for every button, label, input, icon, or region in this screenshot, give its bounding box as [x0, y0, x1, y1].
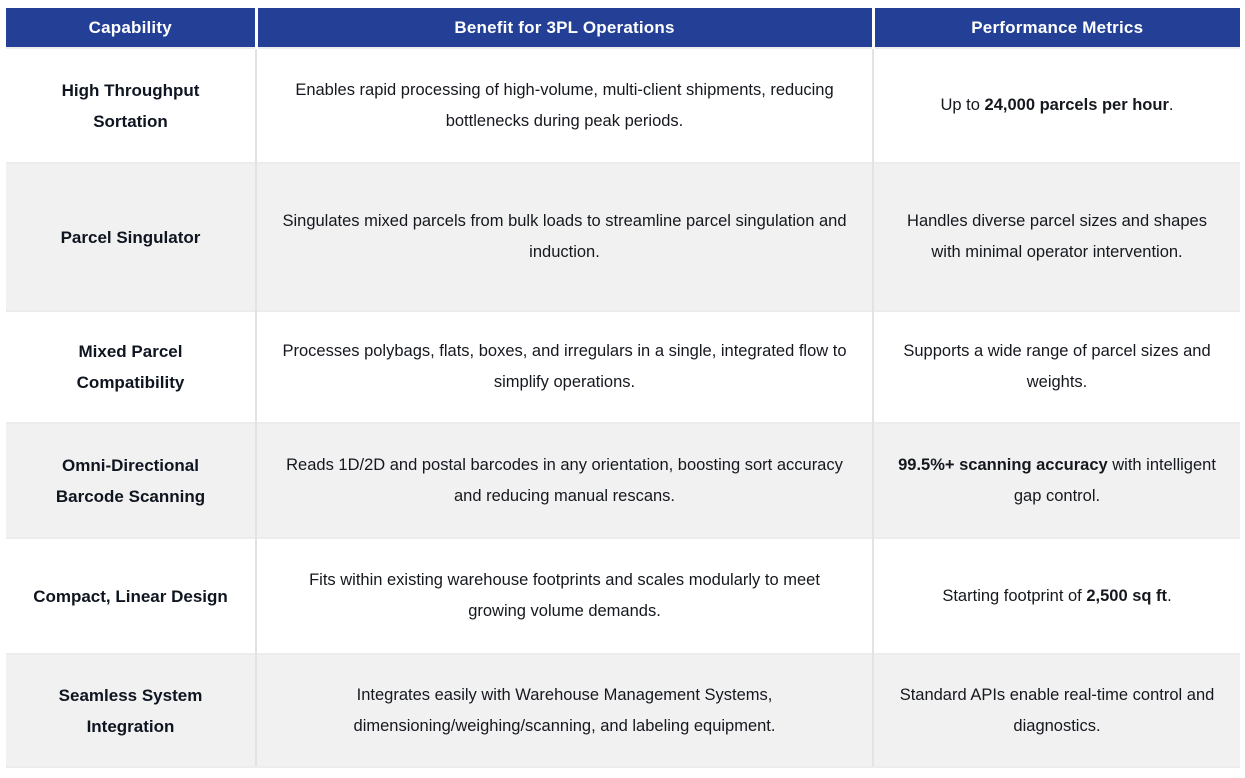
metric-text: with intelligent gap control.	[1013, 455, 1216, 505]
capability-cell: Omni-Directional Barcode Scanning	[6, 422, 256, 538]
capability-cell: High Throughput Sortation	[6, 47, 256, 163]
metric-text: Handles diverse parcel sizes and shapes …	[907, 212, 1207, 261]
metric-highlight: 24,000 parcels per hour	[984, 96, 1169, 114]
table-header: Capability Benefit for 3PL Operations Pe…	[6, 8, 1240, 48]
table-row: Omni-Directional Barcode Scanning Reads …	[6, 422, 1240, 538]
benefit-cell: Singulates mixed parcels from bulk loads…	[255, 162, 873, 311]
metric-text: Up to	[940, 96, 985, 114]
metric-text: Supports a wide range of parcel sizes an…	[903, 342, 1211, 391]
benefit-cell: Integrates easily with Warehouse Managem…	[255, 653, 873, 768]
metric-text: .	[1167, 586, 1172, 605]
table-row: Mixed Parcel Compatibility Processes pol…	[6, 310, 1240, 423]
table-row: Seamless System Integration Integrates e…	[6, 653, 1240, 768]
header-performance-metrics: Performance Metrics	[871, 8, 1240, 48]
benefit-cell: Enables rapid processing of high-volume,…	[255, 47, 873, 163]
metric-text: .	[1168, 96, 1174, 114]
table-row: Parcel Singulator Singulates mixed parce…	[6, 162, 1240, 311]
metric-cell: Handles diverse parcel sizes and shapes …	[872, 162, 1240, 311]
capability-cell: Mixed Parcel Compatibility	[6, 310, 256, 423]
benefit-cell: Fits within existing warehouse footprint…	[255, 537, 873, 654]
table-body: High Throughput Sortation Enables rapid …	[6, 47, 1240, 768]
metric-cell: Starting footprint of 2,500 sq ft.	[872, 537, 1240, 654]
metric-cell: 99.5%+ scanning accuracy with intelligen…	[872, 422, 1240, 538]
metric-cell: Standard APIs enable real-time control a…	[872, 653, 1240, 768]
table-row: High Throughput Sortation Enables rapid …	[6, 47, 1240, 163]
capability-cell: Parcel Singulator	[6, 162, 256, 311]
capability-comparison-table: Capability Benefit for 3PL Operations Pe…	[6, 8, 1240, 768]
metric-cell: Supports a wide range of parcel sizes an…	[872, 310, 1240, 423]
header-capability: Capability	[6, 8, 256, 48]
table-row: Compact, Linear Design Fits within exist…	[6, 537, 1240, 654]
metric-highlight: 99.5%+ scanning accuracy	[898, 455, 1108, 474]
capability-cell: Compact, Linear Design	[6, 537, 256, 654]
benefit-cell: Processes polybags, flats, boxes, and ir…	[255, 310, 873, 423]
metric-cell: Up to 24,000 parcels per hour.	[872, 47, 1240, 163]
metric-text: Starting footprint of	[942, 586, 1087, 605]
header-benefit: Benefit for 3PL Operations	[254, 8, 873, 48]
header-row: Capability Benefit for 3PL Operations Pe…	[6, 8, 1240, 48]
metric-highlight: 2,500 sq ft	[1086, 586, 1168, 605]
benefit-cell: Reads 1D/2D and postal barcodes in any o…	[255, 422, 873, 538]
metric-text: Standard APIs enable real-time control a…	[899, 685, 1215, 735]
capability-cell: Seamless System Integration	[6, 653, 256, 768]
